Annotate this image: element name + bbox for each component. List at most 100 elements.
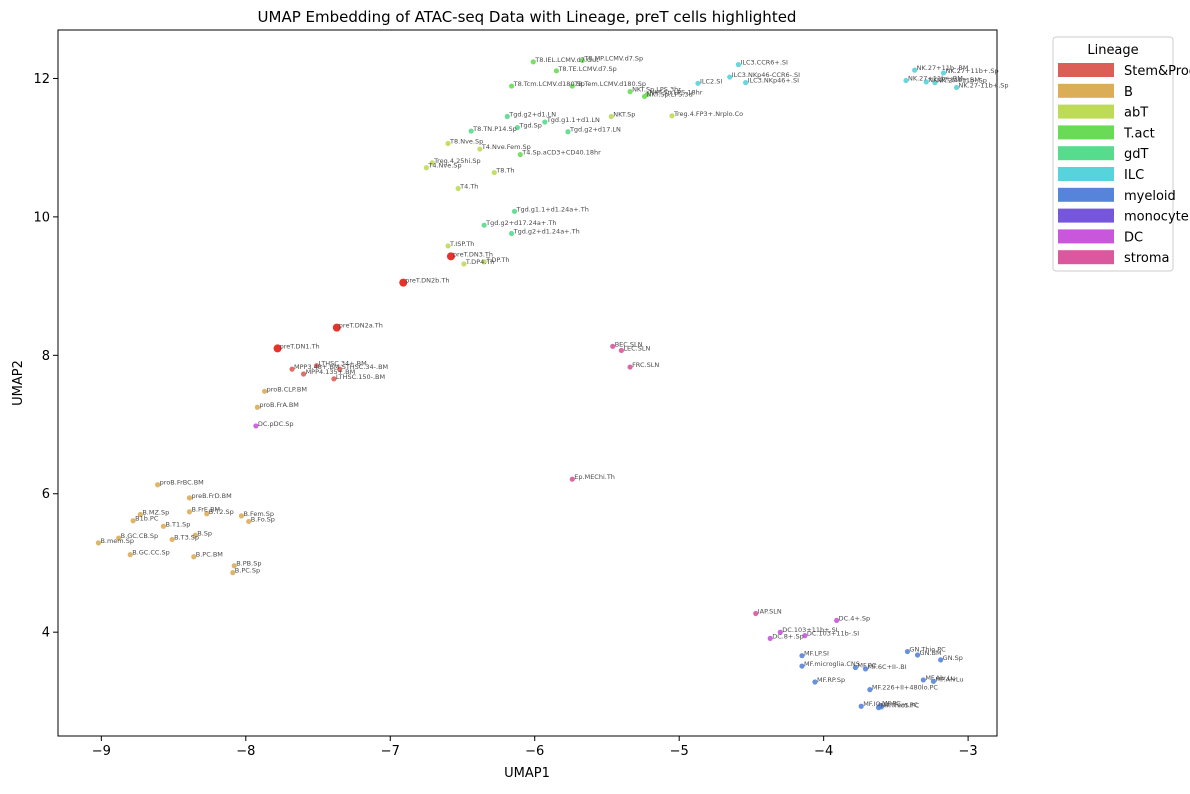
point-label: GN.Thio.PC [909, 646, 946, 654]
point-label: Tgd.g1.1+d1.24a+.Th [515, 205, 588, 213]
point-label: B.GC.CB.Sp [121, 532, 158, 540]
point-label: B.Sp [197, 529, 212, 537]
point-label: T8.MP.LCMV.d7.Sp [583, 54, 643, 62]
x-axis: −9 −8 −7 −6 −5 −4 −3 [92, 736, 978, 759]
data-point [938, 657, 944, 663]
data-point [461, 261, 467, 267]
data-point [553, 68, 559, 74]
point-label: T8.TE.LCMV.d7.Sp [557, 65, 616, 73]
point-label: T8.Nve.Sp [449, 138, 483, 146]
point-label: NKT.Sp.LPS.3d [647, 90, 693, 98]
data-point [767, 635, 773, 642]
data-point [912, 67, 918, 73]
data-point [953, 84, 960, 91]
data-point [904, 648, 911, 655]
plot-area: LTHSC.34+.BMSTHSC.34-.BMMPP3.48+.BMMPP4.… [57, 29, 1009, 737]
legend-swatch [1058, 250, 1114, 265]
points-layer [95, 57, 960, 711]
y-axis: 4 6 8 10 12 [33, 72, 58, 641]
point-label: MF.AlvLu [935, 675, 963, 683]
data-point [160, 523, 167, 529]
point-label: preB.FrD.BM [191, 492, 231, 500]
data-point [127, 552, 133, 558]
point-label: MF.Fem.PC [883, 701, 918, 709]
point-label: MPP3.48+.BM [294, 363, 340, 371]
point-label: NK.27+11b+.Sp [946, 67, 999, 75]
y-tick-label: 4 [42, 626, 50, 641]
data-point [445, 140, 451, 147]
point-label: MF.PC [857, 661, 876, 669]
point-label: Tgd.g2+d17.24a+.Th [485, 219, 556, 227]
point-label: B.PC.Sp [235, 567, 260, 575]
point-label: T4.Nve.Sp [427, 162, 461, 170]
data-point [903, 77, 909, 84]
point-label: preT.DN2a.Th [339, 322, 383, 330]
point-label: T.DP.Th [485, 256, 509, 264]
data-point [192, 532, 198, 538]
point-label: T8.IEL.LCMV.d7.Gut [534, 56, 599, 64]
data-point [920, 677, 926, 683]
data-point [491, 169, 497, 176]
y-tick-label: 8 [42, 349, 50, 364]
data-point [504, 113, 510, 120]
point-label: NKT.Sp.LPS.3hr [632, 86, 681, 94]
data-point [509, 83, 515, 89]
point-label: B.PB.Sp [236, 560, 261, 568]
point-label: MF.226+II+480lo.PC [872, 684, 939, 692]
data-point [579, 57, 585, 64]
legend-swatch [1058, 187, 1114, 202]
data-point [753, 610, 759, 617]
point-label: T4.Nve.Fem.Sp [481, 143, 531, 151]
point-label: preT.DN2b.Th [405, 277, 449, 285]
point-label: NK.27+11b-.Sp [937, 77, 987, 85]
point-label: MF.Thio5.PC [881, 702, 920, 710]
point-label: B.FrE.BM [191, 506, 220, 514]
data-point [238, 513, 245, 519]
point-label: DC.8+.Sp [772, 632, 804, 640]
data-point [852, 664, 859, 671]
point-label: ILC3.NKp46-CCR6-.SI [732, 71, 800, 79]
highlighted-data-point [446, 252, 455, 261]
data-point [130, 518, 136, 524]
legend-label: myeloid [1124, 189, 1176, 204]
data-point [509, 230, 515, 237]
point-label: NKT.Sp.LPS.18hr [649, 88, 702, 96]
point-label: T8.Tcm.LCMV.d180.Sp [513, 80, 585, 88]
point-label: DC.103+11b+.SI [782, 626, 837, 634]
point-label: proB.FrA.BM [259, 401, 299, 409]
data-point [735, 62, 742, 68]
point-label: ILC3.NKp46+.SI [748, 77, 799, 85]
y-axis-label: UMAP2 [11, 360, 26, 406]
data-point [186, 495, 193, 501]
point-label: T8.Th [495, 167, 514, 175]
point-label: T4.Th [459, 183, 478, 191]
data-point [940, 70, 947, 76]
legend-label: B [1124, 85, 1133, 100]
highlighted-data-point [399, 278, 408, 287]
data-point [331, 376, 337, 382]
y-tick-label: 10 [33, 210, 50, 225]
data-point [191, 554, 197, 560]
point-label: NK.27+11b-.BM [917, 64, 969, 72]
legend-swatch [1058, 104, 1114, 119]
legend-swatch [1058, 63, 1114, 77]
point-label: MF.LP.SI [804, 650, 829, 658]
point-label: T.DP4.Th [465, 258, 494, 266]
data-point [246, 518, 252, 525]
data-point [867, 687, 873, 693]
legend-label: DC [1124, 230, 1143, 245]
point-label: B1b.PC [135, 515, 159, 523]
data-point [569, 83, 575, 89]
data-point [481, 222, 487, 228]
point-label: MF.Alv.Lu [925, 674, 955, 682]
data-point [695, 80, 701, 86]
x-tick-label: −9 [92, 744, 111, 759]
y-tick-label: 12 [33, 72, 50, 87]
highlighted-data-point [273, 344, 282, 353]
point-label: DC.103+11b-.SI [807, 630, 859, 638]
point-label: Treg.4.FP3+.Nrplo.Co [673, 110, 743, 118]
data-point [777, 629, 783, 635]
legend-label: abT [1124, 106, 1148, 121]
